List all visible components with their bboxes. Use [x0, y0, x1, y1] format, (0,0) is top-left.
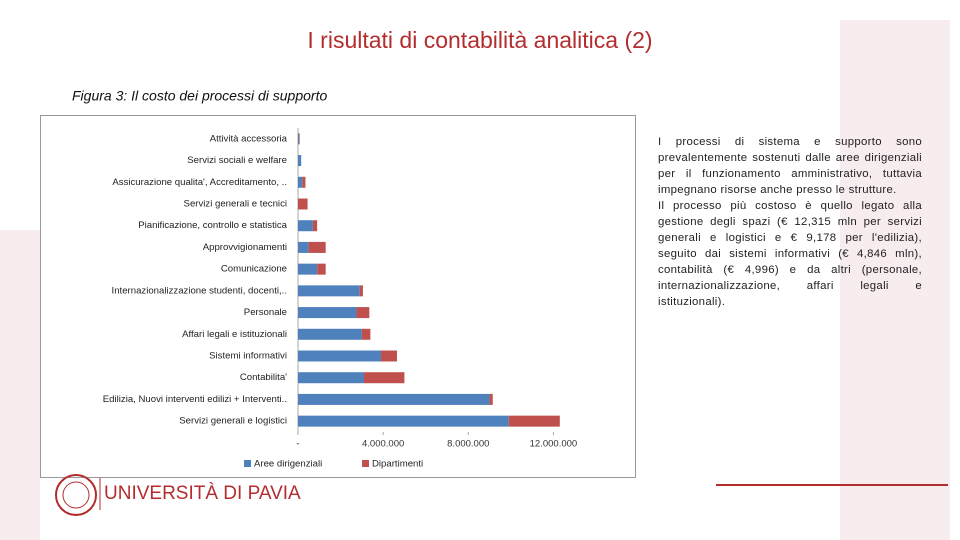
bar-segment: [298, 350, 382, 362]
y-tick-label: Servizi generali e logistici: [179, 416, 287, 427]
bar-segment: [317, 263, 326, 275]
y-tick-label: Personale: [244, 307, 287, 318]
bar-segment: [298, 198, 308, 210]
bar-segment: [363, 372, 405, 384]
slide-title: I risultati di contabilità analitica (2): [307, 27, 652, 53]
bar-segment: [298, 328, 362, 340]
bar-segment: [298, 155, 302, 167]
legend-swatch: [362, 460, 369, 467]
bar-segment: [508, 415, 560, 427]
paragraph: Il processo più costoso è quello legato …: [658, 200, 922, 308]
y-tick-label: Edilizia, Nuovi interventi edilizi + Int…: [103, 394, 287, 405]
y-tick-label: Servizi sociali e welfare: [187, 155, 287, 166]
bar-segment: [298, 263, 318, 275]
bar-segment: [302, 176, 306, 188]
y-tick-label: Comunicazione: [221, 264, 287, 275]
bar-segment: [298, 415, 509, 427]
description: I processi di sistema e supporto sono pr…: [658, 134, 922, 310]
x-tick-label: -: [296, 439, 299, 450]
y-tick-label: Pianificazione, controllo e statistica: [138, 220, 287, 231]
x-tick-label: 4.000.000: [362, 439, 404, 450]
x-tick-label: 8.000.000: [447, 439, 489, 450]
y-tick-label: Servizi generali e tecnici: [184, 199, 287, 210]
bar-segment: [298, 241, 309, 253]
bar-segment: [298, 393, 490, 405]
bar-segment: [298, 307, 357, 319]
y-tick-label: Contabilita': [240, 372, 287, 383]
legend-label: Dipartimenti: [372, 459, 423, 470]
bar-segment: [298, 176, 303, 188]
bar-segment: [489, 393, 493, 405]
bar-segment: [361, 328, 371, 340]
x-tick-label: 12.000.000: [530, 439, 578, 450]
figure-caption: Figura 3: Il costo dei processi di suppo…: [72, 88, 327, 104]
bar-segment: [356, 307, 370, 319]
logo-text: UNIVERSITÀ DI PAVIA: [104, 483, 301, 504]
y-tick-label: Assicurazione qualita', Accreditamento, …: [112, 177, 287, 188]
bar-segment: [359, 285, 363, 297]
bar-segment: [298, 220, 313, 232]
bar-segment: [299, 133, 300, 145]
legend-label: Aree dirigenziali: [254, 459, 322, 470]
y-tick-label: Affari legali e istituzionali: [182, 329, 287, 340]
logo-seal: [55, 474, 97, 516]
bar-segment: [308, 241, 326, 253]
legend-swatch: [244, 460, 251, 467]
y-tick-label: Approvvigionamenti: [203, 242, 287, 253]
y-tick-label: Internazionalizzazione studenti, docenti…: [112, 285, 287, 296]
bar-segment: [298, 285, 360, 297]
logo-seal: [62, 481, 90, 509]
y-tick-label: Attività accessoria: [210, 133, 288, 144]
bar-segment: [298, 372, 364, 384]
y-tick-label: Sistemi informativi: [209, 351, 287, 362]
paragraph: I processi di sistema e supporto sono pr…: [658, 136, 922, 196]
bar-segment: [298, 133, 300, 145]
chart: - 4.000.000 8.000.000 12.000.000 Attività ac…: [103, 128, 577, 470]
watermark: [0, 230, 40, 540]
bar-segment: [312, 220, 318, 232]
watermark: [840, 20, 950, 540]
bar-segment: [381, 350, 397, 362]
